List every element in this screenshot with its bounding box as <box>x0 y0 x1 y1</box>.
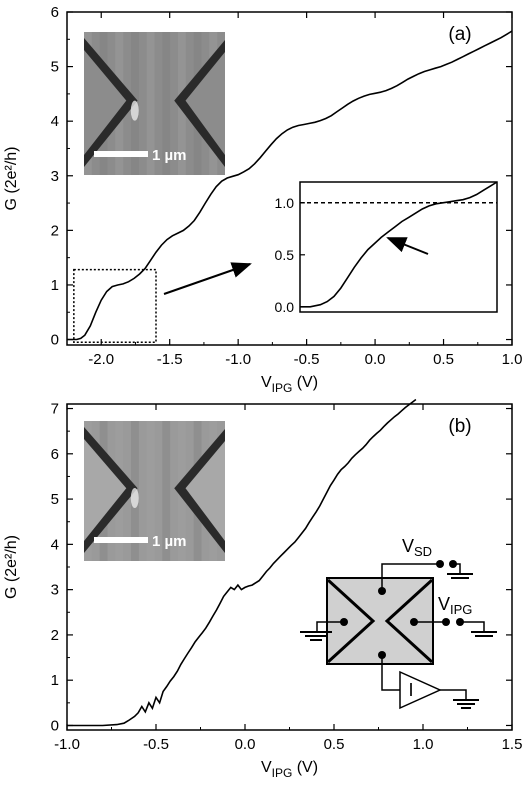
y-tick-label: 4 <box>51 536 59 553</box>
scale-bar <box>94 537 148 543</box>
gate-right <box>185 52 225 155</box>
amplifier-label: I <box>408 680 413 700</box>
y-tick-label: 3 <box>51 168 59 185</box>
scale-bar <box>94 151 148 157</box>
x-tick-label: -2.0 <box>88 351 114 368</box>
zoom-region-box <box>73 268 157 344</box>
conductance-line <box>67 30 513 341</box>
x-tick-label: -1.5 <box>157 351 183 368</box>
y-tick-label: 5 <box>51 59 59 76</box>
x-axis-label: VIPG (V) <box>261 374 318 395</box>
amp-wire-in <box>381 655 400 691</box>
y-tick-label: 1 <box>51 277 59 294</box>
x-tick-label: 1.0 <box>502 351 523 368</box>
inset-y-tick-label: 0.5 <box>275 247 295 263</box>
ground-wire-left <box>316 621 344 632</box>
y-tick-label: 1 <box>51 672 59 689</box>
y-tick-label: 7 <box>51 401 59 418</box>
edge-highlight <box>130 100 139 121</box>
y-tick-label: 5 <box>51 491 59 508</box>
x-tick-label: -1.0 <box>225 351 251 368</box>
micrograph-texture <box>146 421 155 561</box>
inset-y-tick-label: 1.0 <box>275 195 295 211</box>
inset-feature-arrow <box>386 237 429 255</box>
scale-bar-label: 1 µm <box>152 533 187 550</box>
panel-b: -1.0 -0.5 0.0 0.5 1.0 1.5 0 1 2 3 4 5 6 7 VIPG (V) G (2… <box>3 398 523 780</box>
scale-bar-label: 1 µm <box>152 147 187 164</box>
inset-y-tick-label: 0.0 <box>275 299 295 315</box>
x-tick-label: 0.5 <box>324 736 345 753</box>
y-axis-label: G (2e²/h) <box>3 146 20 210</box>
y-tick-label: 4 <box>51 113 59 130</box>
vipg-ground-wire <box>460 621 485 632</box>
vipg-label: VIPG <box>438 594 472 617</box>
x-tick-label: 0.5 <box>433 351 454 368</box>
y-tick-label: 3 <box>51 582 59 599</box>
y-tick-label: 2 <box>51 627 59 644</box>
vsd-label: VSD <box>402 536 432 559</box>
panel-label: (a) <box>448 24 471 45</box>
x-tick-label: 1.0 <box>413 736 434 753</box>
amplifier-symbol <box>399 670 442 710</box>
micrograph-texture <box>146 32 155 175</box>
conductance-line <box>67 398 417 727</box>
x-tick-label: -0.5 <box>294 351 320 368</box>
vsd-terminal-1 <box>436 560 444 568</box>
gate-left <box>84 50 127 155</box>
x-tick-label: -1.0 <box>54 736 80 753</box>
y-tick-label: 2 <box>51 222 59 239</box>
vsd-wire <box>381 563 440 591</box>
vsd-ground-wire <box>453 563 461 574</box>
gate-right <box>185 441 225 541</box>
zoom-arrow <box>163 262 252 295</box>
micrograph-texture <box>162 421 171 561</box>
x-tick-label: 1.5 <box>502 736 523 753</box>
gate-line-left <box>326 578 376 664</box>
x-tick-label: -0.5 <box>143 736 169 753</box>
inset-line <box>300 181 498 308</box>
x-tick-label: 0.0 <box>365 351 386 368</box>
panel-a: -2.0 -1.5 -1.0 -0.5 0.0 0.5 1.0 0 1 2 3 4 5 6 VIPG (V)… <box>3 4 522 395</box>
x-tick-label: 0.0 <box>235 736 256 753</box>
y-tick-label: 6 <box>51 446 59 463</box>
inset-frame <box>299 181 498 313</box>
circuit-schematic: VSD VIPG I <box>300 536 497 710</box>
gate-left <box>84 439 127 541</box>
y-axis-label: G (2e²/h) <box>3 535 20 599</box>
y-tick-label: 0 <box>51 332 59 349</box>
gate-line-right <box>384 578 434 664</box>
edge-highlight <box>130 488 139 508</box>
vipg-terminal-1 <box>442 618 450 626</box>
x-axis-label: VIPG (V) <box>261 759 318 780</box>
y-tick-label: 0 <box>51 717 59 734</box>
y-tick-label: 6 <box>51 4 59 21</box>
micrograph-texture <box>162 32 171 175</box>
plot-frame <box>66 11 513 346</box>
panel-label: (b) <box>448 416 471 437</box>
amp-wire-out <box>440 689 467 700</box>
